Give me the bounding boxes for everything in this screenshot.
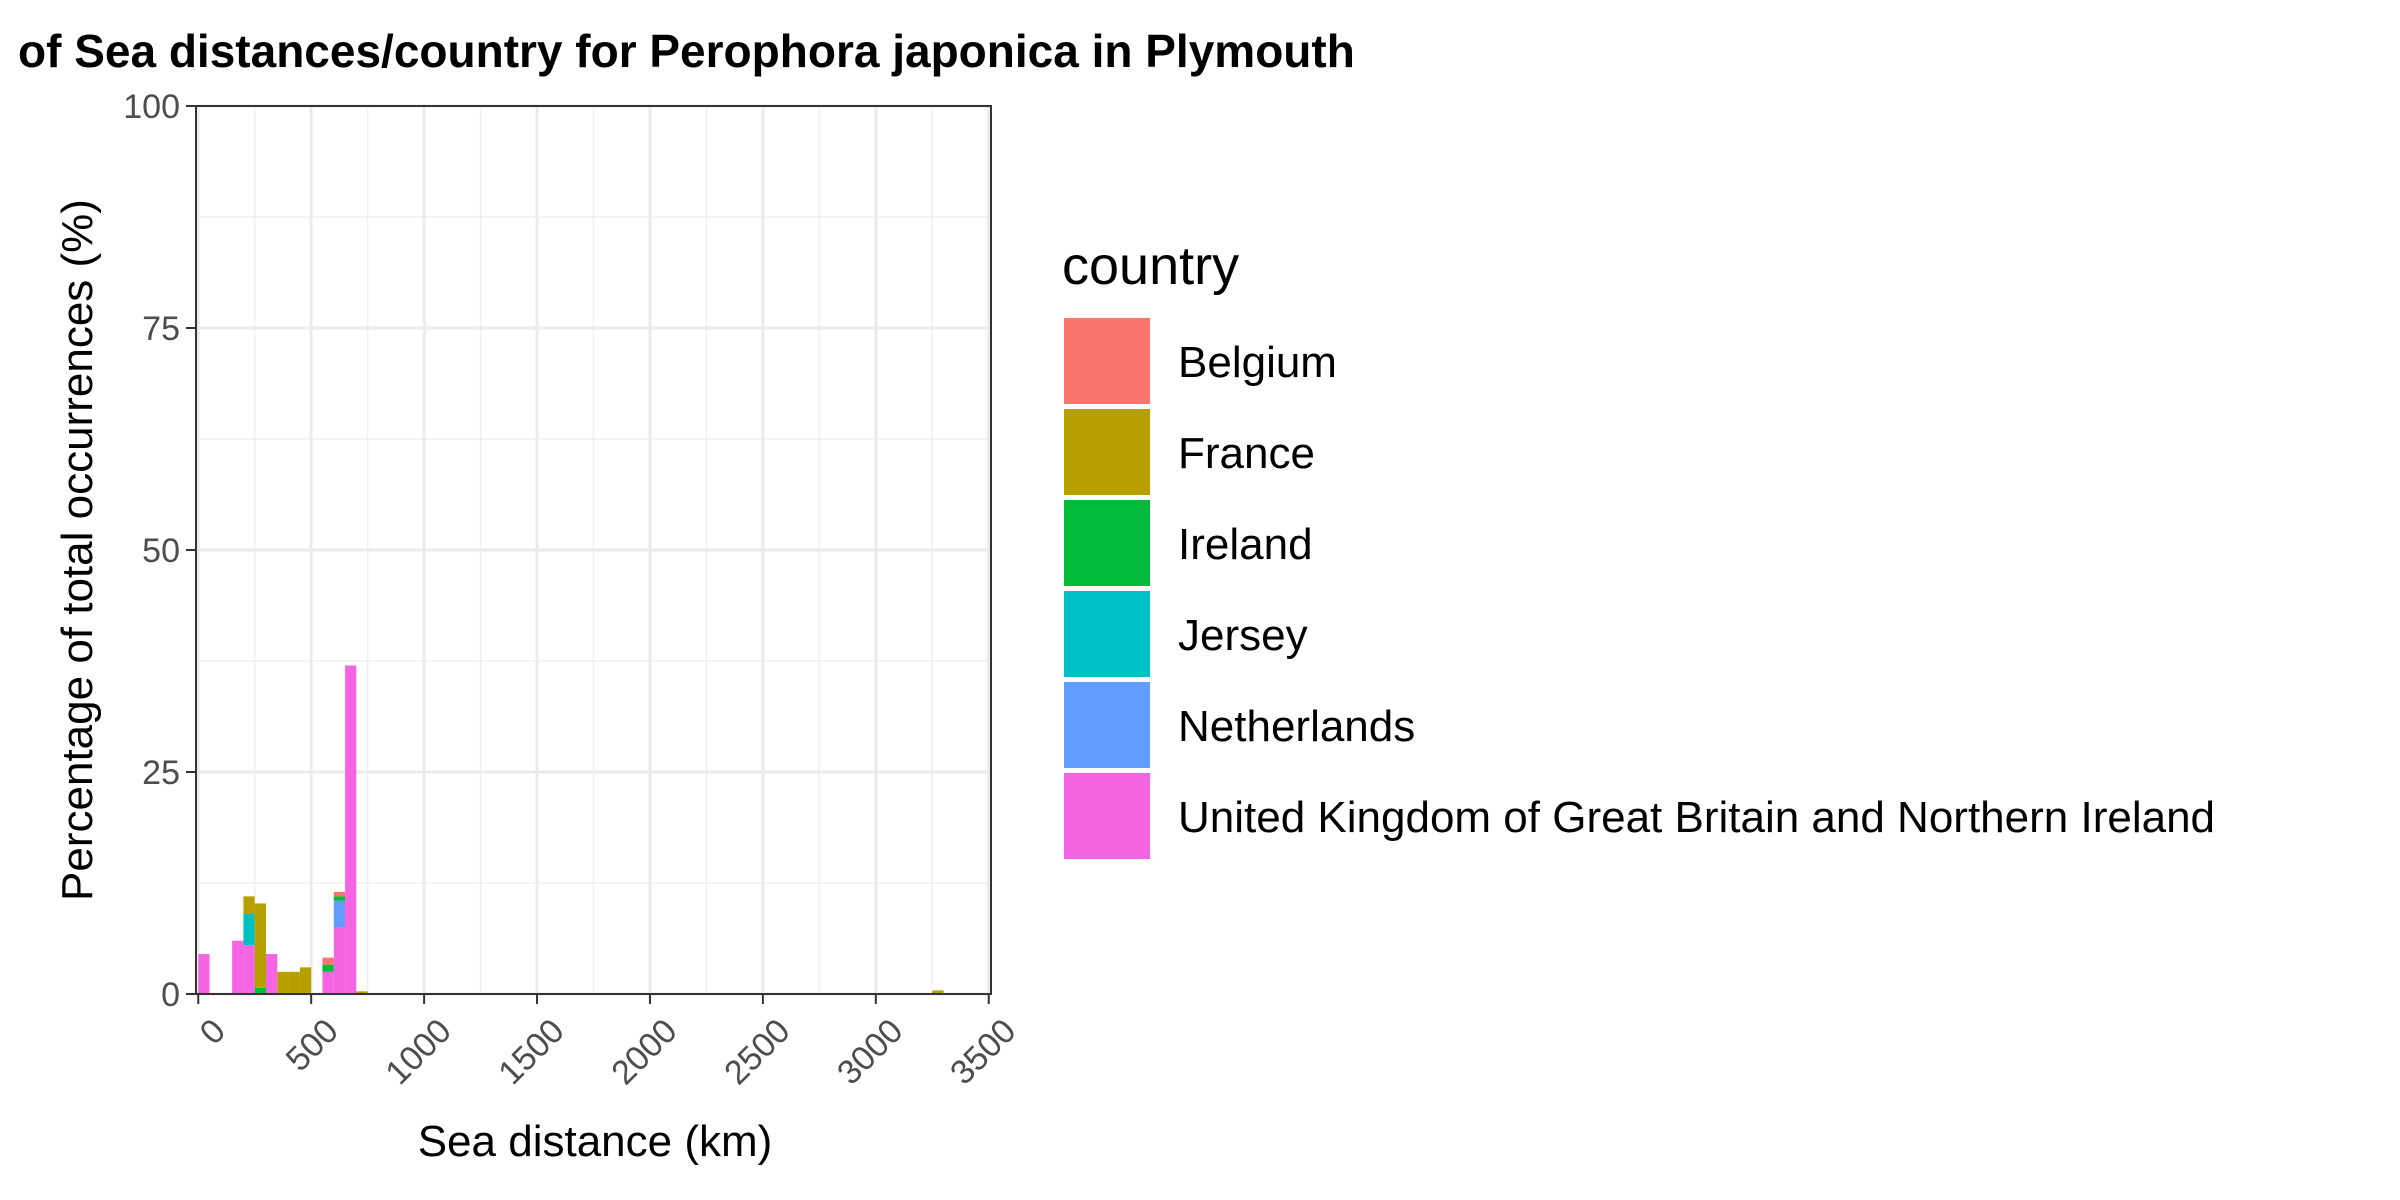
bar-segment bbox=[345, 665, 357, 994]
legend-key bbox=[1064, 409, 1150, 495]
y-tick-label: 0 bbox=[161, 976, 180, 1014]
bar-segment bbox=[299, 967, 312, 994]
bar-segment bbox=[322, 957, 334, 965]
x-axis: 0 500 1000 1500 2000 2500 3000 3500 bbox=[193, 994, 1023, 1092]
x-tick-label: 0 bbox=[193, 1012, 233, 1052]
y-axis-title: Percentage of total occurrences (%) bbox=[53, 199, 102, 901]
y-tick-label: 100 bbox=[123, 88, 180, 126]
x-tick-label: 3500 bbox=[943, 1012, 1023, 1092]
bar-segment bbox=[356, 991, 368, 994]
x-tick-label: 3000 bbox=[830, 1012, 910, 1092]
legend: country Belgium France Ireland Jersey Nether… bbox=[1062, 236, 2215, 859]
bar-segment bbox=[254, 987, 267, 994]
legend-label: United Kingdom of Great Britain and Nort… bbox=[1178, 793, 2215, 842]
y-tick-label: 75 bbox=[142, 310, 180, 348]
bar-segment bbox=[232, 940, 244, 994]
bars-layer bbox=[198, 665, 944, 994]
bar-segment bbox=[243, 914, 255, 946]
legend-key bbox=[1064, 773, 1150, 859]
legend-label: Jersey bbox=[1178, 611, 1308, 660]
chart-title: of Sea distances/country for Perophora j… bbox=[18, 25, 1355, 77]
bar-segment bbox=[333, 896, 346, 901]
bar-segment bbox=[198, 954, 210, 994]
legend-label: Belgium bbox=[1178, 338, 1337, 387]
x-tick-label: 2000 bbox=[604, 1012, 684, 1092]
y-tick-label: 25 bbox=[142, 754, 180, 792]
bar-segment bbox=[254, 903, 267, 988]
legend-title: country bbox=[1062, 236, 1239, 296]
y-tick-label: 50 bbox=[142, 532, 180, 570]
bar-segment bbox=[266, 954, 278, 994]
bar-segment bbox=[288, 971, 300, 994]
legend-label: Netherlands bbox=[1178, 702, 1415, 751]
bar-segment bbox=[243, 896, 255, 915]
x-tick-label: 1000 bbox=[378, 1012, 458, 1092]
x-axis-title: Sea distance (km) bbox=[418, 1117, 773, 1166]
bar-segment bbox=[322, 964, 334, 972]
legend-key bbox=[1064, 318, 1150, 404]
legend-label: France bbox=[1178, 429, 1315, 478]
bar-segment bbox=[333, 927, 346, 994]
bar-segment bbox=[243, 945, 255, 994]
x-tick-label: 2500 bbox=[717, 1012, 797, 1092]
bar-segment bbox=[322, 971, 334, 994]
x-tick-label: 500 bbox=[279, 1012, 346, 1079]
bar-segment bbox=[277, 971, 289, 994]
bar-segment bbox=[932, 990, 944, 994]
y-axis: 0 25 50 75 100 bbox=[123, 88, 196, 1014]
legend-key bbox=[1064, 682, 1150, 768]
legend-key bbox=[1064, 591, 1150, 677]
legend-label: Ireland bbox=[1178, 520, 1313, 569]
legend-key bbox=[1064, 500, 1150, 586]
bar-segment bbox=[333, 900, 346, 928]
bar-segment bbox=[333, 891, 346, 897]
x-tick-label: 1500 bbox=[491, 1012, 571, 1092]
